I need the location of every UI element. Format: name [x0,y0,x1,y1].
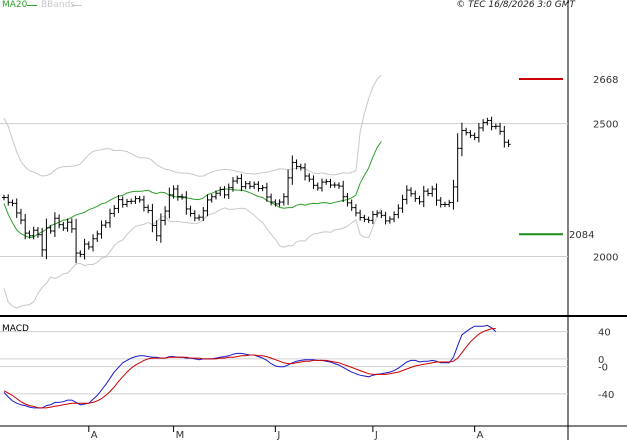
price-y-tick: 2000 [593,253,618,264]
bb-upper-line [3,74,382,177]
bb-lower-line [3,207,382,309]
macd-y-tick: -0 [598,363,608,374]
x-tick-label: M [176,430,185,440]
legend-ma20-swatch [27,5,37,6]
macd-y-tick: 0 [598,355,604,366]
resistance-label: 2668 [593,75,618,86]
x-tick-label: J [276,430,280,440]
copyright-notice: © TEC 16/8/2026 3:0 GMT [456,0,575,10]
macd-title: MACD [2,324,29,334]
legend-ma20: MA20 [2,0,28,10]
support-label: 2084 [569,230,594,241]
legend-bbands-swatch [72,5,82,6]
x-tick-label: A [477,430,484,440]
macd-y-tick: 40 [598,328,611,339]
x-tick-label: A [91,430,98,440]
ma20-line [3,141,382,239]
x-tick-label: J [374,430,378,440]
macd-y-tick: -40 [598,390,614,401]
price-y-tick: 2500 [593,120,618,131]
signal-line [3,328,496,409]
legend-bbands: BBands [41,0,75,10]
